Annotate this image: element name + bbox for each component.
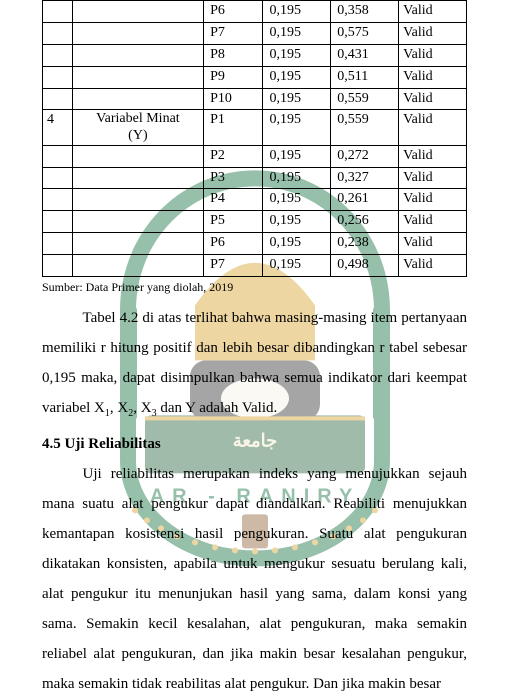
cell-rhitung: 0,559 <box>331 88 399 110</box>
cell-rhitung: 0,327 <box>331 167 399 189</box>
cell-no <box>43 189 73 211</box>
table-row: P30,1950,327Valid <box>43 167 467 189</box>
cell-no <box>43 88 73 110</box>
cell-code: P6 <box>204 233 263 255</box>
cell-code: P4 <box>204 189 263 211</box>
para1-text-c: , X <box>133 400 151 416</box>
cell-code: P3 <box>204 167 263 189</box>
table-row: P60,1950,358Valid <box>43 1 467 23</box>
cell-status: Valid <box>399 88 467 110</box>
cell-rtable: 0,195 <box>263 22 331 44</box>
cell-rtable: 0,195 <box>263 145 331 167</box>
cell-no <box>43 1 73 23</box>
cell-code: P1 <box>204 110 263 145</box>
table-source-caption: Sumber: Data Primer yang diolah, 2019 <box>42 280 467 295</box>
cell-code: P9 <box>204 66 263 88</box>
paragraph-table-explanation: Tabel 4.2 di atas terlihat bahwa masing-… <box>42 303 467 424</box>
table-row: P40,1950,261Valid <box>43 189 467 211</box>
cell-rtable: 0,195 <box>263 189 331 211</box>
cell-rtable: 0,195 <box>263 110 331 145</box>
cell-variable <box>72 255 203 277</box>
cell-rtable: 0,195 <box>263 88 331 110</box>
cell-code: P2 <box>204 145 263 167</box>
cell-rhitung: 0,256 <box>331 211 399 233</box>
cell-variable <box>72 88 203 110</box>
cell-code: P8 <box>204 44 263 66</box>
table-row: P70,1950,575Valid <box>43 22 467 44</box>
table-row: P100,1950,559Valid <box>43 88 467 110</box>
cell-variable <box>72 66 203 88</box>
cell-rtable: 0,195 <box>263 255 331 277</box>
cell-status: Valid <box>399 167 467 189</box>
cell-rtable: 0,195 <box>263 167 331 189</box>
cell-variable <box>72 44 203 66</box>
cell-status: Valid <box>399 1 467 23</box>
cell-variable <box>72 145 203 167</box>
cell-status: Valid <box>399 233 467 255</box>
cell-rhitung: 0,431 <box>331 44 399 66</box>
cell-no <box>43 145 73 167</box>
cell-variable <box>72 1 203 23</box>
cell-code: P7 <box>204 22 263 44</box>
cell-rtable: 0,195 <box>263 211 331 233</box>
table-row: P60,1950,238Valid <box>43 233 467 255</box>
cell-rhitung: 0,272 <box>331 145 399 167</box>
cell-status: Valid <box>399 255 467 277</box>
table-row: P50,1950,256Valid <box>43 211 467 233</box>
cell-no: 4 <box>43 110 73 145</box>
table-row: P80,1950,431Valid <box>43 44 467 66</box>
cell-variable: Variabel Minat(Y) <box>72 110 203 145</box>
cell-variable <box>72 167 203 189</box>
paragraph-reliability: Uji reliabilitas merupakan indeks yang m… <box>42 459 467 699</box>
para1-text-b: , X <box>110 400 128 416</box>
table-row: 4Variabel Minat(Y)P10,1950,559Valid <box>43 110 467 145</box>
cell-no <box>43 255 73 277</box>
cell-no <box>43 167 73 189</box>
cell-code: P5 <box>204 211 263 233</box>
cell-variable <box>72 189 203 211</box>
cell-rhitung: 0,511 <box>331 66 399 88</box>
cell-code: P6 <box>204 1 263 23</box>
cell-rhitung: 0,261 <box>331 189 399 211</box>
cell-status: Valid <box>399 110 467 145</box>
cell-status: Valid <box>399 44 467 66</box>
cell-status: Valid <box>399 189 467 211</box>
cell-rhitung: 0,498 <box>331 255 399 277</box>
cell-rtable: 0,195 <box>263 44 331 66</box>
para1-text-d: dan Y adalah Valid. <box>157 400 278 416</box>
cell-status: Valid <box>399 66 467 88</box>
section-heading: 4.5 Uji Reliabilitas <box>42 436 467 453</box>
table-row: P20,1950,272Valid <box>43 145 467 167</box>
table-row: P70,1950,498Valid <box>43 255 467 277</box>
validity-table: P60,1950,358ValidP70,1950,575ValidP80,19… <box>42 0 467 277</box>
cell-rhitung: 0,575 <box>331 22 399 44</box>
cell-rhitung: 0,559 <box>331 110 399 145</box>
cell-no <box>43 233 73 255</box>
cell-status: Valid <box>399 211 467 233</box>
cell-no <box>43 211 73 233</box>
cell-no <box>43 44 73 66</box>
cell-no <box>43 22 73 44</box>
cell-rtable: 0,195 <box>263 233 331 255</box>
cell-rhitung: 0,358 <box>331 1 399 23</box>
cell-code: P7 <box>204 255 263 277</box>
cell-variable <box>72 22 203 44</box>
cell-rtable: 0,195 <box>263 1 331 23</box>
cell-status: Valid <box>399 145 467 167</box>
cell-code: P10 <box>204 88 263 110</box>
cell-variable <box>72 211 203 233</box>
cell-rtable: 0,195 <box>263 66 331 88</box>
cell-no <box>43 66 73 88</box>
cell-variable <box>72 233 203 255</box>
cell-status: Valid <box>399 22 467 44</box>
table-row: P90,1950,511Valid <box>43 66 467 88</box>
cell-rhitung: 0,238 <box>331 233 399 255</box>
